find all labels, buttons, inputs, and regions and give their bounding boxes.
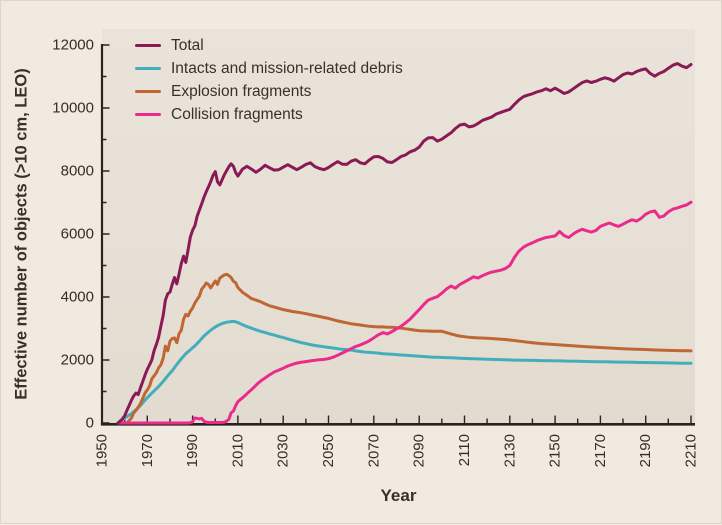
legend-item-intacts: Intacts and mission-related debris [135, 60, 403, 77]
legend-item-total: Total [135, 37, 403, 54]
y-tick-label: 10000 [52, 100, 94, 117]
intacts-line-swatch [135, 66, 161, 71]
x-tick-label: 2030 [275, 434, 292, 467]
x-tick-label: 1970 [139, 434, 156, 467]
series-collision-fragments [116, 200, 693, 425]
y-tick-label: 8000 [61, 163, 94, 180]
legend-item-collision: Collision fragments [135, 106, 403, 123]
legend: Total Intacts and mission-related debris… [135, 37, 403, 129]
y-tick-label: 0 [86, 415, 94, 432]
x-tick-label: 2130 [501, 434, 518, 467]
plot-area [102, 29, 695, 423]
legend-label: Explosion fragments [171, 82, 312, 100]
y-axis-title: Effective number of objects (>10 cm, LEO… [12, 68, 31, 400]
legend-label: Intacts and mission-related debris [171, 59, 403, 77]
x-tick-label: 2090 [411, 434, 428, 467]
y-tick-label: 6000 [61, 226, 94, 243]
x-tick-label: 2110 [456, 434, 473, 466]
series-total [116, 62, 693, 425]
x-tick-label: 2150 [547, 434, 564, 467]
x-tick-label: 2210 [683, 434, 700, 467]
x-tick-label: 1990 [184, 434, 201, 467]
explosion-line-swatch [135, 89, 161, 94]
x-tick-label: 2190 [637, 434, 654, 467]
x-axis-title: Year [380, 486, 417, 505]
total-line-swatch [135, 43, 161, 48]
legend-item-explosion: Explosion fragments [135, 83, 403, 100]
series-explosion-fragments [125, 272, 693, 425]
x-tick-label: 1950 [94, 434, 111, 467]
x-tick-label: 2170 [592, 434, 609, 467]
x-tick-label: 2070 [365, 434, 382, 467]
y-tick-label: 12000 [52, 37, 94, 54]
x-tick-label: 2010 [229, 434, 246, 467]
x-tick-label: 2050 [320, 434, 337, 467]
y-tick-label: 2000 [61, 352, 94, 369]
collision-line-swatch [135, 112, 161, 117]
legend-label: Collision fragments [171, 105, 303, 123]
series-intacts-and-mission-related-debris [116, 319, 693, 425]
legend-label: Total [171, 36, 204, 54]
y-tick-label: 4000 [61, 289, 94, 306]
